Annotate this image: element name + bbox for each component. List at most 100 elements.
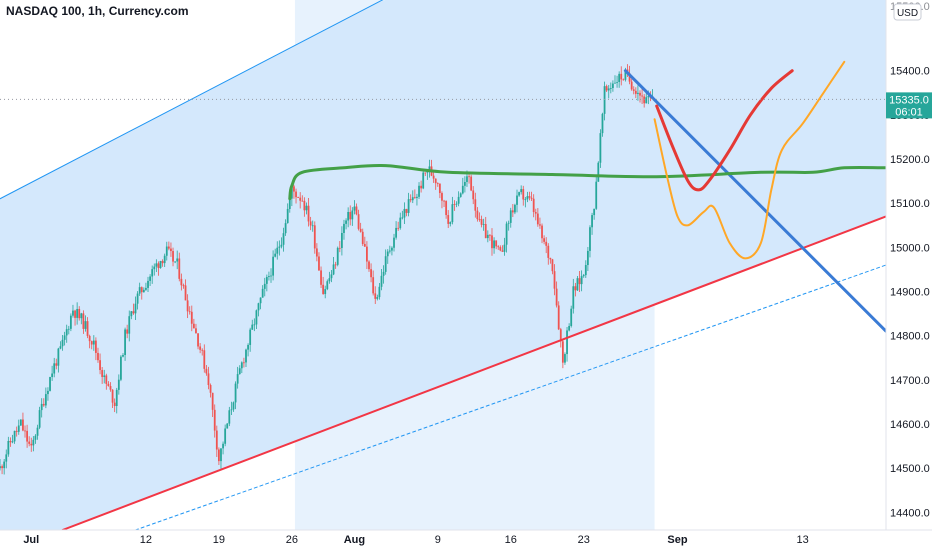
- candle-body: [126, 329, 129, 334]
- candle-body: [63, 335, 66, 340]
- candle-body: [591, 215, 593, 228]
- candle-body: [199, 346, 202, 350]
- candle-body: [593, 208, 596, 216]
- candle-body: [407, 199, 410, 213]
- candle-body: [340, 232, 343, 248]
- candle-body: [128, 316, 131, 334]
- candle-body: [184, 285, 187, 301]
- candle-body: [528, 196, 531, 198]
- candle-body: [67, 328, 70, 330]
- drawing-green-curve[interactable]: [288, 163, 886, 201]
- candle-body: [597, 162, 600, 182]
- candle-body: [174, 261, 177, 263]
- candle-body: [601, 113, 604, 134]
- last-price-badge: 15335.0 06:01: [886, 92, 932, 119]
- time-tick-label: 16: [505, 534, 517, 546]
- candle-body: [589, 227, 591, 251]
- candle-body: [53, 363, 56, 374]
- candle-body: [336, 247, 339, 265]
- candle-body: [557, 305, 560, 330]
- candle-body: [501, 250, 504, 252]
- candle-body: [624, 69, 627, 80]
- time-tick-label: Aug: [344, 534, 365, 546]
- drawing-descending-trendline[interactable]: [623, 69, 886, 333]
- candle-body: [307, 205, 310, 222]
- currency-badge[interactable]: USD: [893, 3, 922, 21]
- drawing-orange-projection[interactable]: [653, 60, 846, 260]
- candle-body: [122, 354, 124, 357]
- candle-body: [586, 250, 589, 266]
- drawing-dashed-support-line[interactable]: [135, 264, 886, 530]
- candle-body: [207, 373, 210, 386]
- candle-body: [616, 82, 618, 83]
- candle-body: [334, 264, 337, 266]
- candle-body: [564, 354, 566, 363]
- candle-body: [584, 265, 587, 276]
- candle-body: [609, 88, 612, 89]
- candle-body: [5, 454, 8, 462]
- drawing-upper-channel-line[interactable]: [0, 0, 391, 200]
- drawing-support-line[interactable]: [61, 215, 886, 530]
- candle-body: [309, 221, 312, 226]
- candle-body: [647, 96, 650, 98]
- candle-body: [547, 245, 550, 258]
- candle-body: [516, 195, 518, 205]
- candle-body: [209, 385, 212, 393]
- candle-body: [405, 208, 408, 213]
- candle-body: [301, 200, 304, 202]
- price-scale-bg: [886, 0, 932, 530]
- candle-body: [499, 247, 502, 251]
- candle-body: [203, 350, 206, 369]
- candle-body: [26, 430, 29, 442]
- price-scale[interactable]: 15500.0 14400.014500.014600.014700.01480…: [885, 0, 932, 530]
- candle-body: [391, 247, 393, 251]
- candle-body: [234, 383, 237, 403]
- candle-body: [482, 224, 485, 225]
- candle-body: [132, 311, 135, 314]
- candle-body: [603, 86, 606, 114]
- candle-body: [47, 390, 49, 395]
- candle-body: [480, 219, 483, 225]
- candle-body: [105, 375, 108, 384]
- candle-body: [476, 210, 479, 220]
- candle-body: [99, 360, 101, 371]
- candle-body: [243, 362, 245, 364]
- candle-body: [459, 193, 462, 197]
- candle-body: [161, 260, 164, 264]
- candle-body: [495, 240, 498, 247]
- candle-body: [61, 339, 64, 347]
- candle-body: [612, 83, 614, 89]
- candle-body: [315, 248, 318, 257]
- candle-body: [130, 311, 133, 317]
- drawing-red-projection[interactable]: [655, 69, 794, 192]
- candle-body: [566, 330, 568, 355]
- candle-body: [503, 244, 506, 252]
- candle-body: [226, 423, 229, 429]
- candle-body: [353, 206, 356, 211]
- candle-body: [72, 310, 74, 316]
- candle-body: [101, 370, 104, 377]
- candle-body: [576, 278, 579, 291]
- candle-body: [393, 237, 395, 248]
- candle-body: [461, 185, 464, 194]
- candle-body: [13, 430, 16, 442]
- candle-body: [211, 392, 214, 410]
- candle-body: [536, 213, 539, 225]
- candle-body: [470, 176, 473, 191]
- candle-body: [153, 266, 156, 270]
- candle-body: [236, 374, 239, 384]
- candle-body: [637, 92, 639, 94]
- candle-body: [297, 197, 300, 198]
- candle-body: [15, 430, 18, 432]
- candle-body: [447, 215, 450, 224]
- candle-body: [553, 271, 556, 289]
- candle-body: [618, 73, 621, 83]
- candle-body: [40, 403, 43, 411]
- candle-body: [115, 389, 118, 406]
- candle-body: [59, 346, 62, 349]
- time-scale[interactable]: Jul 12 19 26 Aug 9 16 23 Sep 13: [0, 529, 932, 550]
- candle-body: [113, 402, 116, 406]
- candle-body: [449, 222, 452, 224]
